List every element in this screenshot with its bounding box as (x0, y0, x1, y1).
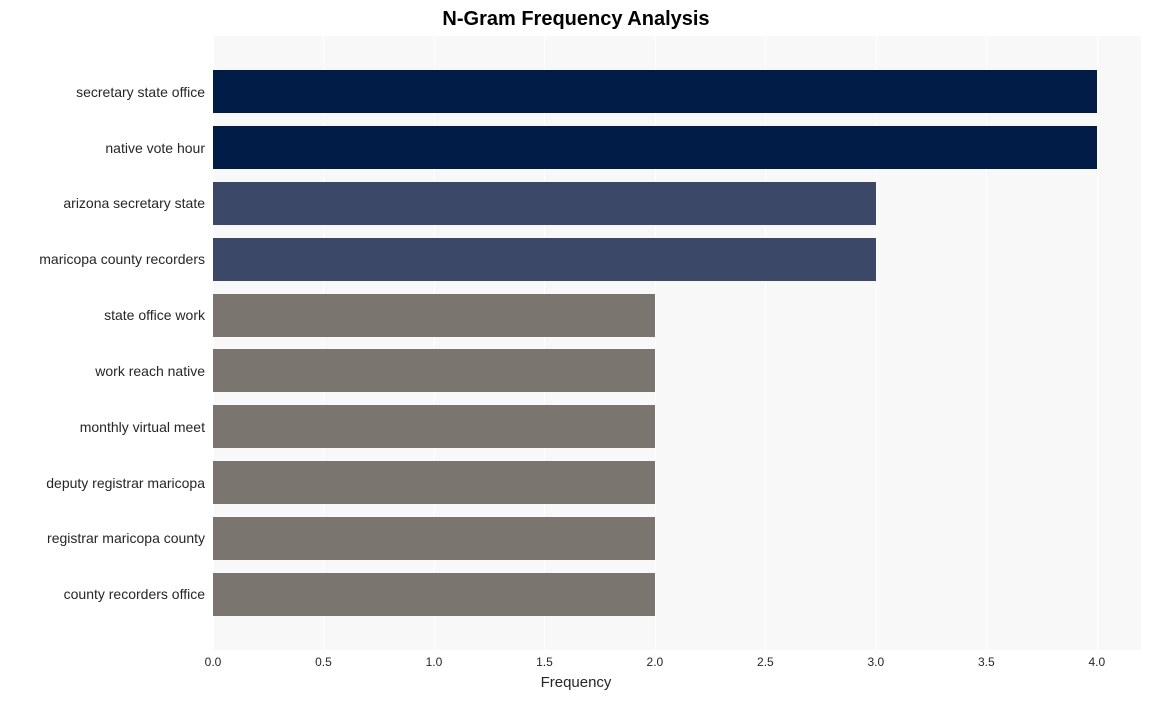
y-category-label: registrar maricopa county (47, 530, 205, 546)
chart-title: N-Gram Frequency Analysis (0, 8, 1152, 31)
bar (213, 405, 655, 448)
x-tick-label: 1.5 (536, 655, 553, 669)
x-tick-label: 0.5 (315, 655, 332, 669)
bar (213, 70, 1097, 113)
x-tick-label: 2.5 (757, 655, 774, 669)
x-axis-label: Frequency (0, 674, 1152, 691)
bar (213, 238, 876, 281)
y-category-label: state office work (104, 307, 205, 323)
x-tick-label: 0.0 (205, 655, 222, 669)
bar (213, 126, 1097, 169)
chart-container: N-Gram Frequency Analysis Frequency 0.0 0… (0, 0, 1152, 701)
x-tick-label: 3.5 (978, 655, 995, 669)
y-category-label: maricopa county recorders (39, 251, 205, 267)
y-category-label: deputy registrar maricopa (46, 475, 205, 491)
gridline (1097, 36, 1098, 650)
y-category-label: native vote hour (105, 140, 205, 156)
y-category-label: arizona secretary state (63, 195, 205, 211)
y-category-label: secretary state office (76, 84, 205, 100)
bar (213, 349, 655, 392)
y-category-label: monthly virtual meet (80, 419, 205, 435)
y-category-label: work reach native (95, 363, 205, 379)
y-category-label: county recorders office (64, 586, 205, 602)
bar (213, 517, 655, 560)
bar (213, 182, 876, 225)
plot-area (213, 36, 1141, 650)
bar (213, 573, 655, 616)
x-tick-label: 2.0 (647, 655, 664, 669)
x-tick-label: 4.0 (1088, 655, 1105, 669)
x-tick-label: 3.0 (868, 655, 885, 669)
bar (213, 294, 655, 337)
x-tick-label: 1.0 (426, 655, 443, 669)
bar (213, 461, 655, 504)
